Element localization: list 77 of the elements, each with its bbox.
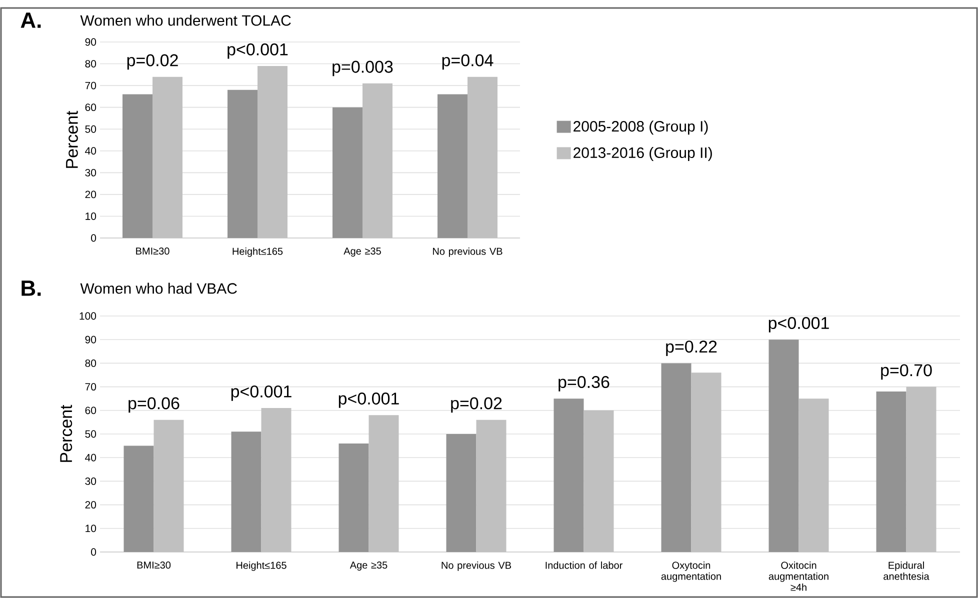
legend-label: 2013-2016 (Group II) (574, 147, 712, 161)
y-tick-label: 20 (85, 190, 96, 198)
bar (438, 94, 468, 238)
annotation: p=0.06 (128, 397, 180, 413)
y-tick-label: 100 (80, 312, 96, 320)
bar (362, 83, 392, 238)
y-tick-label: 0 (91, 548, 96, 556)
bar (661, 363, 692, 552)
y-tick-label: 50 (85, 125, 96, 133)
x-tick-label: Height≤165 (236, 562, 286, 571)
bar (798, 398, 829, 552)
y-tick-label: 10 (86, 524, 96, 532)
bar (876, 392, 906, 552)
text: A. (20, 12, 41, 28)
y-axis-title: Percent (66, 110, 78, 168)
x-tick-label: Age ≥35 (344, 248, 381, 257)
y-tick-label: 40 (85, 147, 96, 155)
bar (584, 410, 614, 552)
bar (261, 408, 292, 552)
annotation: p=0.04 (442, 54, 494, 70)
bar (368, 415, 399, 552)
y-tick-label: 60 (85, 104, 96, 112)
bar (122, 94, 152, 238)
annotation: p<0.001 (231, 385, 292, 401)
x-tick-label: BMI≥30 (136, 248, 170, 255)
legend-label: 2005-2008 (Group I) (574, 120, 708, 135)
y-tick-label: 60 (85, 406, 96, 414)
annotation: p=0.02 (451, 397, 502, 413)
annotation: p=0.003 (332, 60, 393, 76)
y-tick-label: 80 (85, 359, 96, 367)
y-tick-label: 70 (85, 383, 96, 391)
x-tick-label: Height≤165 (232, 248, 283, 257)
bar (468, 76, 498, 238)
y-tick-label: 20 (85, 501, 96, 509)
bar (124, 446, 154, 552)
y-tick-label: 0 (91, 234, 96, 242)
annotation: p=0.22 (666, 340, 717, 356)
chart-title: Women who had VBAC (80, 282, 237, 294)
bar (768, 340, 799, 552)
annotation: p=0.02 (127, 54, 178, 70)
bar (228, 90, 258, 238)
annotation: p=0.36 (558, 376, 610, 392)
bar (446, 434, 476, 552)
annotation: p=0.70 (881, 364, 932, 380)
bar (906, 386, 936, 552)
bar (154, 420, 184, 552)
bar (691, 372, 722, 552)
x-tick-label: Oxytocin augmentation (661, 562, 721, 582)
y-tick-label: 90 (85, 38, 96, 46)
chart-title: Women who underwent TOLAC (80, 14, 291, 26)
y-tick-label: 10 (86, 212, 96, 220)
y-tick-label: 40 (85, 454, 96, 462)
bar (258, 66, 288, 238)
y-tick-label: 80 (85, 60, 96, 68)
x-tick-label: Induction of labor (546, 562, 622, 569)
bar (231, 432, 262, 552)
x-tick-label: No previous VB (433, 248, 502, 257)
y-tick-label: 70 (85, 82, 96, 90)
y-axis-title: Percent (60, 404, 72, 462)
y-tick-label: 30 (85, 168, 96, 176)
annotation: p<0.001 (338, 392, 399, 408)
x-tick-label: BMI≥30 (137, 562, 171, 569)
annotation: p<0.001 (768, 317, 829, 332)
bar (476, 420, 506, 552)
bar (338, 443, 369, 552)
x-tick-label: Epidural anethtesia (884, 562, 930, 580)
annotation: p<0.001 (228, 43, 288, 59)
bar (554, 398, 584, 552)
x-tick-label: No previous VB (442, 562, 512, 571)
bar (332, 107, 362, 238)
x-tick-label: Age ≥35 (350, 562, 388, 571)
y-tick-label: 50 (85, 430, 96, 438)
x-tick-label: Oxitocin augmentation ≥4h (768, 562, 828, 591)
bar (152, 76, 182, 238)
y-tick-label: 90 (85, 336, 96, 344)
y-tick-label: 30 (85, 477, 96, 485)
text: B. (22, 280, 41, 296)
